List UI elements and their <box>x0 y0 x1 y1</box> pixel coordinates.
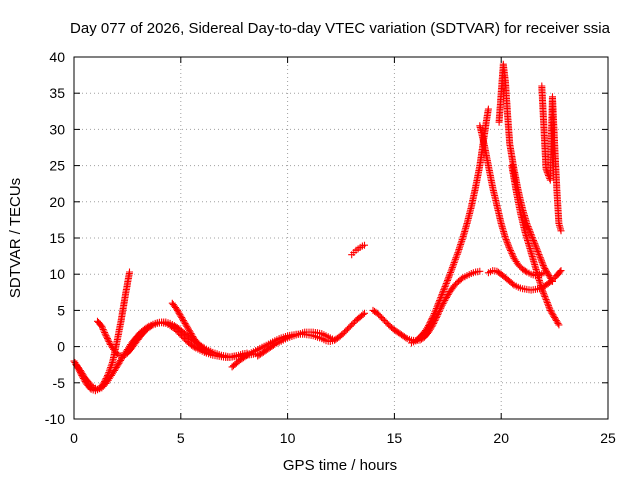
x-tick-label: 10 <box>280 430 296 446</box>
x-tick-label: 25 <box>600 430 616 446</box>
plot-marks <box>70 60 565 395</box>
series-m <box>508 162 563 329</box>
x-tick-label: 5 <box>177 430 185 446</box>
y-axis-label: SDTVAR / TECUs <box>7 178 24 298</box>
y-tick-label: -5 <box>53 375 66 391</box>
y-tick-label: 25 <box>49 158 65 174</box>
series-e <box>228 309 368 371</box>
x-tick-label: 0 <box>70 430 78 446</box>
series-g <box>348 241 368 259</box>
y-tick-label: -10 <box>45 411 65 427</box>
chart-title: Day 077 of 2026, Sidereal Day-to-day VTE… <box>70 20 611 37</box>
series-n <box>538 82 565 235</box>
y-tick-label: 5 <box>57 302 65 318</box>
data-points <box>538 82 565 235</box>
axes: 0 5 10 15 20 25 -10 -5 0 5 10 15 20 25 30 35 40 <box>45 49 616 446</box>
x-axis-label: GPS time / hours <box>283 457 397 474</box>
data-points <box>476 122 548 280</box>
y-tick-label: 40 <box>49 49 65 65</box>
series-d <box>168 299 210 356</box>
x-tick-label: 20 <box>493 430 509 446</box>
y-tick-label: 15 <box>49 230 65 246</box>
data-points <box>508 162 563 329</box>
data-points <box>168 299 210 356</box>
data-points <box>348 241 368 259</box>
y-tick-label: 10 <box>49 266 65 282</box>
series-h <box>369 267 484 345</box>
series-j <box>476 122 548 280</box>
data-points <box>254 328 339 360</box>
series-i <box>408 105 492 347</box>
y-tick-label: 35 <box>49 85 65 101</box>
x-tick-label: 15 <box>387 430 403 446</box>
y-tick-label: 20 <box>49 194 65 210</box>
data-points <box>408 105 492 347</box>
data-points <box>369 267 484 345</box>
y-tick-label: 0 <box>57 339 65 355</box>
y-tick-label: 30 <box>49 121 65 137</box>
series-f <box>254 328 339 360</box>
data-points <box>228 309 368 371</box>
